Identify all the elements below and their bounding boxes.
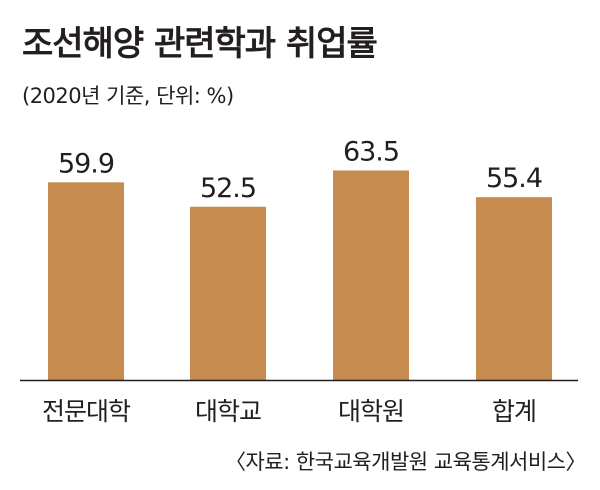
chart-title: 조선해양 관련학과 취업률 xyxy=(22,24,378,64)
source-note: 〈자료: 한국교육개발원 교육통계서비스〉 xyxy=(224,450,587,474)
bar-4 xyxy=(476,197,552,380)
data-label-3: 63.5 xyxy=(343,136,399,167)
category-label-2: 대학교 xyxy=(195,397,261,426)
category-label-1: 전문대학 xyxy=(42,397,131,426)
data-label-1: 59.9 xyxy=(58,148,114,179)
bar-3 xyxy=(333,170,409,380)
data-label-2: 52.5 xyxy=(200,173,256,204)
category-label-3: 대학원 xyxy=(338,397,404,426)
category-label-4: 합계 xyxy=(492,397,536,426)
bar-1 xyxy=(48,182,124,380)
bar-chart: 59.9 전문대학 52.5 대학교 63.5 대학원 55.4 합계 xyxy=(20,136,578,426)
bar-2 xyxy=(190,206,266,380)
chart-subtitle: (2020년 기준, 단위: %) xyxy=(22,84,234,108)
data-label-4: 55.4 xyxy=(486,163,542,194)
